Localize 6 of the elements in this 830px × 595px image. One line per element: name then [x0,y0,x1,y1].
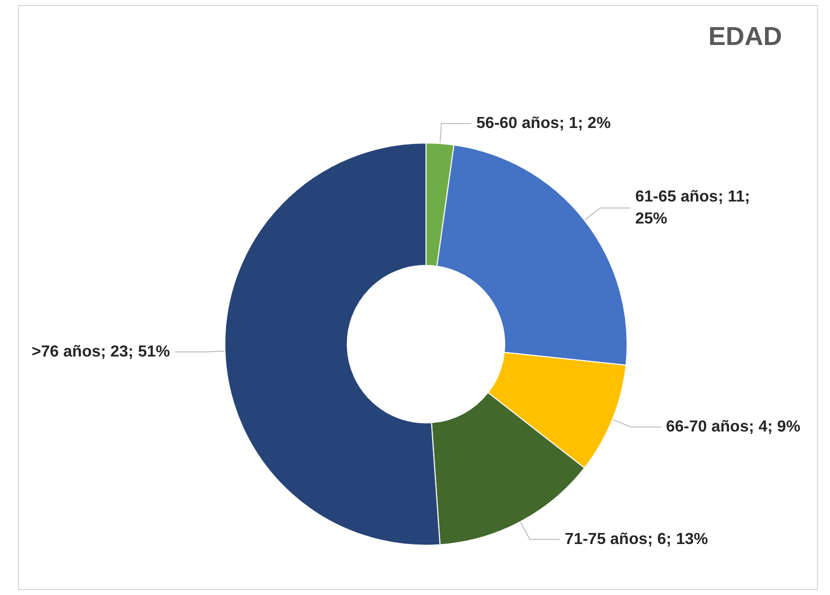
slice-label: 61-65 años; 11; 25% [635,188,754,228]
slice-label: >76 años; 23; 51% [32,343,170,360]
slice-label: 66-70 años; 4; 9% [666,418,800,436]
slice-label: 56-60 años; 1; 2% [476,115,611,132]
slice-label: 71-75 años; 6; 13% [564,530,708,548]
chart-title: EDAD [708,21,782,51]
